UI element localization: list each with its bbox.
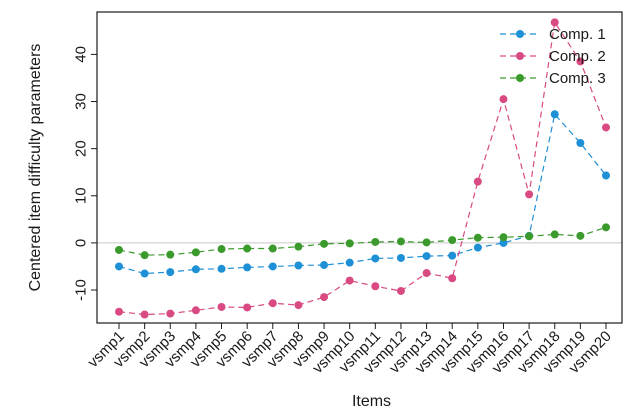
y-axis: -10 0 10 20 30 40 <box>73 46 97 301</box>
data-point-comp-3 <box>166 250 175 259</box>
data-point-comp-2 <box>115 307 123 316</box>
legend-marker <box>516 52 524 60</box>
data-point-comp-3 <box>268 244 277 253</box>
data-point-comp-2 <box>525 190 534 199</box>
data-point-comp-3 <box>115 245 123 254</box>
data-point-comp-3 <box>320 239 329 248</box>
data-point-comp-2 <box>320 293 329 302</box>
data-point-comp-2 <box>396 286 405 295</box>
y-tick-label: -10 <box>73 279 90 301</box>
data-point-comp-1 <box>345 258 354 267</box>
series-lines-layer <box>118 20 607 316</box>
data-point-comp-1 <box>576 138 585 147</box>
y-tick-label: 30 <box>73 93 90 110</box>
data-point-comp-2 <box>550 18 559 27</box>
data-point-comp-1 <box>217 264 226 273</box>
data-point-comp-2 <box>473 177 482 186</box>
legend-label: Comp. 1 <box>549 26 606 43</box>
data-point-comp-1 <box>499 238 508 247</box>
series-line-comp-3 <box>118 226 607 256</box>
y-tick-label: 40 <box>73 46 90 63</box>
data-point-comp-1 <box>371 254 380 263</box>
data-point-comp-1 <box>115 262 123 271</box>
data-point-comp-1 <box>243 263 252 272</box>
data-point-comp-3 <box>576 231 585 240</box>
legend-label: Comp. 2 <box>549 48 606 65</box>
data-point-comp-2 <box>499 95 508 104</box>
data-point-comp-3 <box>396 237 405 246</box>
y-tick-label: 0 <box>73 239 90 247</box>
data-point-comp-3 <box>217 245 226 254</box>
data-point-comp-1 <box>268 262 277 271</box>
data-point-comp-3 <box>602 223 610 232</box>
plot-frame <box>96 11 623 324</box>
data-point-comp-3 <box>140 251 149 260</box>
data-point-comp-2 <box>140 310 149 319</box>
data-point-comp-2 <box>602 123 610 132</box>
data-point-comp-3 <box>525 232 534 241</box>
y-tick-label: 20 <box>73 140 90 157</box>
data-point-comp-2 <box>576 57 585 66</box>
data-point-comp-1 <box>422 252 431 261</box>
legend: Comp. 1 Comp. 2 Comp. 3 <box>500 26 606 87</box>
data-point-comp-1 <box>191 265 200 274</box>
data-point-comp-2 <box>371 282 380 291</box>
data-point-comp-2 <box>166 309 175 318</box>
data-point-comp-1 <box>448 251 457 260</box>
y-tick-label: 10 <box>73 187 90 204</box>
data-point-comp-3 <box>371 237 380 246</box>
data-point-comp-1 <box>396 253 405 262</box>
x-axis: vsmp1vsmp2vsmp3vsmp4vsmp5vsmp6vsmp7vsmp8… <box>85 323 615 377</box>
data-point-comp-1 <box>550 110 559 119</box>
data-point-comp-1 <box>140 269 149 278</box>
data-point-comp-2 <box>448 274 457 283</box>
data-point-comp-1 <box>602 171 610 180</box>
series-points-layer <box>115 18 610 319</box>
data-point-comp-3 <box>243 244 252 253</box>
data-point-comp-3 <box>422 238 431 247</box>
data-point-comp-1 <box>320 261 329 270</box>
data-point-comp-3 <box>448 236 457 245</box>
data-point-comp-2 <box>243 303 252 312</box>
series-line-comp-1 <box>118 113 607 275</box>
data-point-comp-1 <box>294 261 303 270</box>
series-line-comp-2 <box>118 20 607 316</box>
data-point-comp-3 <box>294 242 303 251</box>
data-point-comp-3 <box>499 233 508 242</box>
legend-label: Comp. 3 <box>549 70 606 87</box>
y-axis-title: Centered item difficulty parameters <box>27 44 44 292</box>
legend-marker <box>516 30 524 38</box>
data-point-comp-2 <box>191 306 200 315</box>
x-axis-title: Items <box>352 393 391 410</box>
data-point-comp-1 <box>473 243 482 252</box>
data-point-comp-2 <box>217 302 226 311</box>
data-point-comp-3 <box>550 230 559 239</box>
data-point-comp-3 <box>473 233 482 242</box>
data-point-comp-3 <box>191 248 200 257</box>
data-point-comp-3 <box>345 239 354 248</box>
data-point-comp-2 <box>422 269 431 278</box>
data-point-comp-2 <box>345 276 354 285</box>
legend-marker <box>516 74 524 82</box>
data-point-comp-2 <box>294 301 303 310</box>
data-point-comp-1 <box>166 268 175 277</box>
data-point-comp-2 <box>268 299 277 308</box>
